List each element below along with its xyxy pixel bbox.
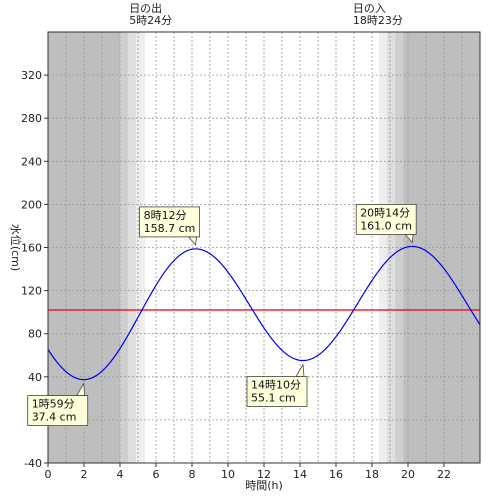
y-tick-label: 320: [21, 69, 42, 82]
x-axis-label: 時間(h): [245, 479, 283, 492]
x-tick-label: 22: [437, 468, 451, 481]
y-tick-label: 160: [21, 242, 42, 255]
callout-box: [355, 204, 417, 235]
y-tick-label: 80: [28, 328, 42, 341]
sunrise-time: 5時24分: [129, 14, 172, 27]
x-tick-label: 6: [153, 468, 160, 481]
x-axis-ticks: 0 2 4 6 8 10 12 14 16 18 20 22: [45, 463, 451, 481]
callout-time: 1時59分: [32, 398, 75, 411]
x-tick-label: 12: [257, 468, 271, 481]
callout-box: [246, 376, 308, 407]
x-tick-label: 0: [45, 468, 52, 481]
x-tick-label: 18: [365, 468, 379, 481]
sunset-title: 日の入: [353, 2, 386, 15]
y-tick-label: 200: [21, 198, 42, 211]
x-tick-label: 8: [189, 468, 196, 481]
callout-time: 8時12分: [144, 209, 187, 222]
y-tick-label: 240: [21, 155, 42, 168]
y-axis-label: 水位(cm): [9, 224, 23, 271]
x-tick-label: 4: [117, 468, 124, 481]
x-tick-label: 20: [401, 468, 415, 481]
shade-band-7: [395, 32, 404, 463]
y-tick-label: 280: [21, 112, 42, 125]
x-tick-label: 16: [329, 468, 343, 481]
callout-level: 161.0 cm: [360, 219, 412, 232]
sunset-time: 18時23分: [353, 14, 403, 27]
shade-band-6: [386, 32, 396, 463]
x-tick-label: 10: [221, 468, 235, 481]
callout-level: 37.4 cm: [32, 411, 77, 424]
callout-time: 14時10分: [251, 379, 301, 392]
y-tick-label: 120: [21, 285, 42, 298]
callout-level: 158.7 cm: [144, 222, 196, 235]
y-tick-label: 40: [28, 371, 42, 384]
callout-box: [139, 206, 201, 238]
x-tick-label: 14: [293, 468, 307, 481]
tide-curve: [47, 245, 481, 381]
sunrise-title: 日の出: [129, 1, 162, 15]
shade-band-5: [378, 32, 387, 463]
callout-level: 55.1 cm: [251, 392, 296, 405]
callout-box: [27, 395, 89, 427]
y-tick-label: -40: [24, 457, 42, 470]
x-tick-label: 2: [81, 468, 88, 481]
callout-time: 20時14分: [360, 206, 410, 219]
